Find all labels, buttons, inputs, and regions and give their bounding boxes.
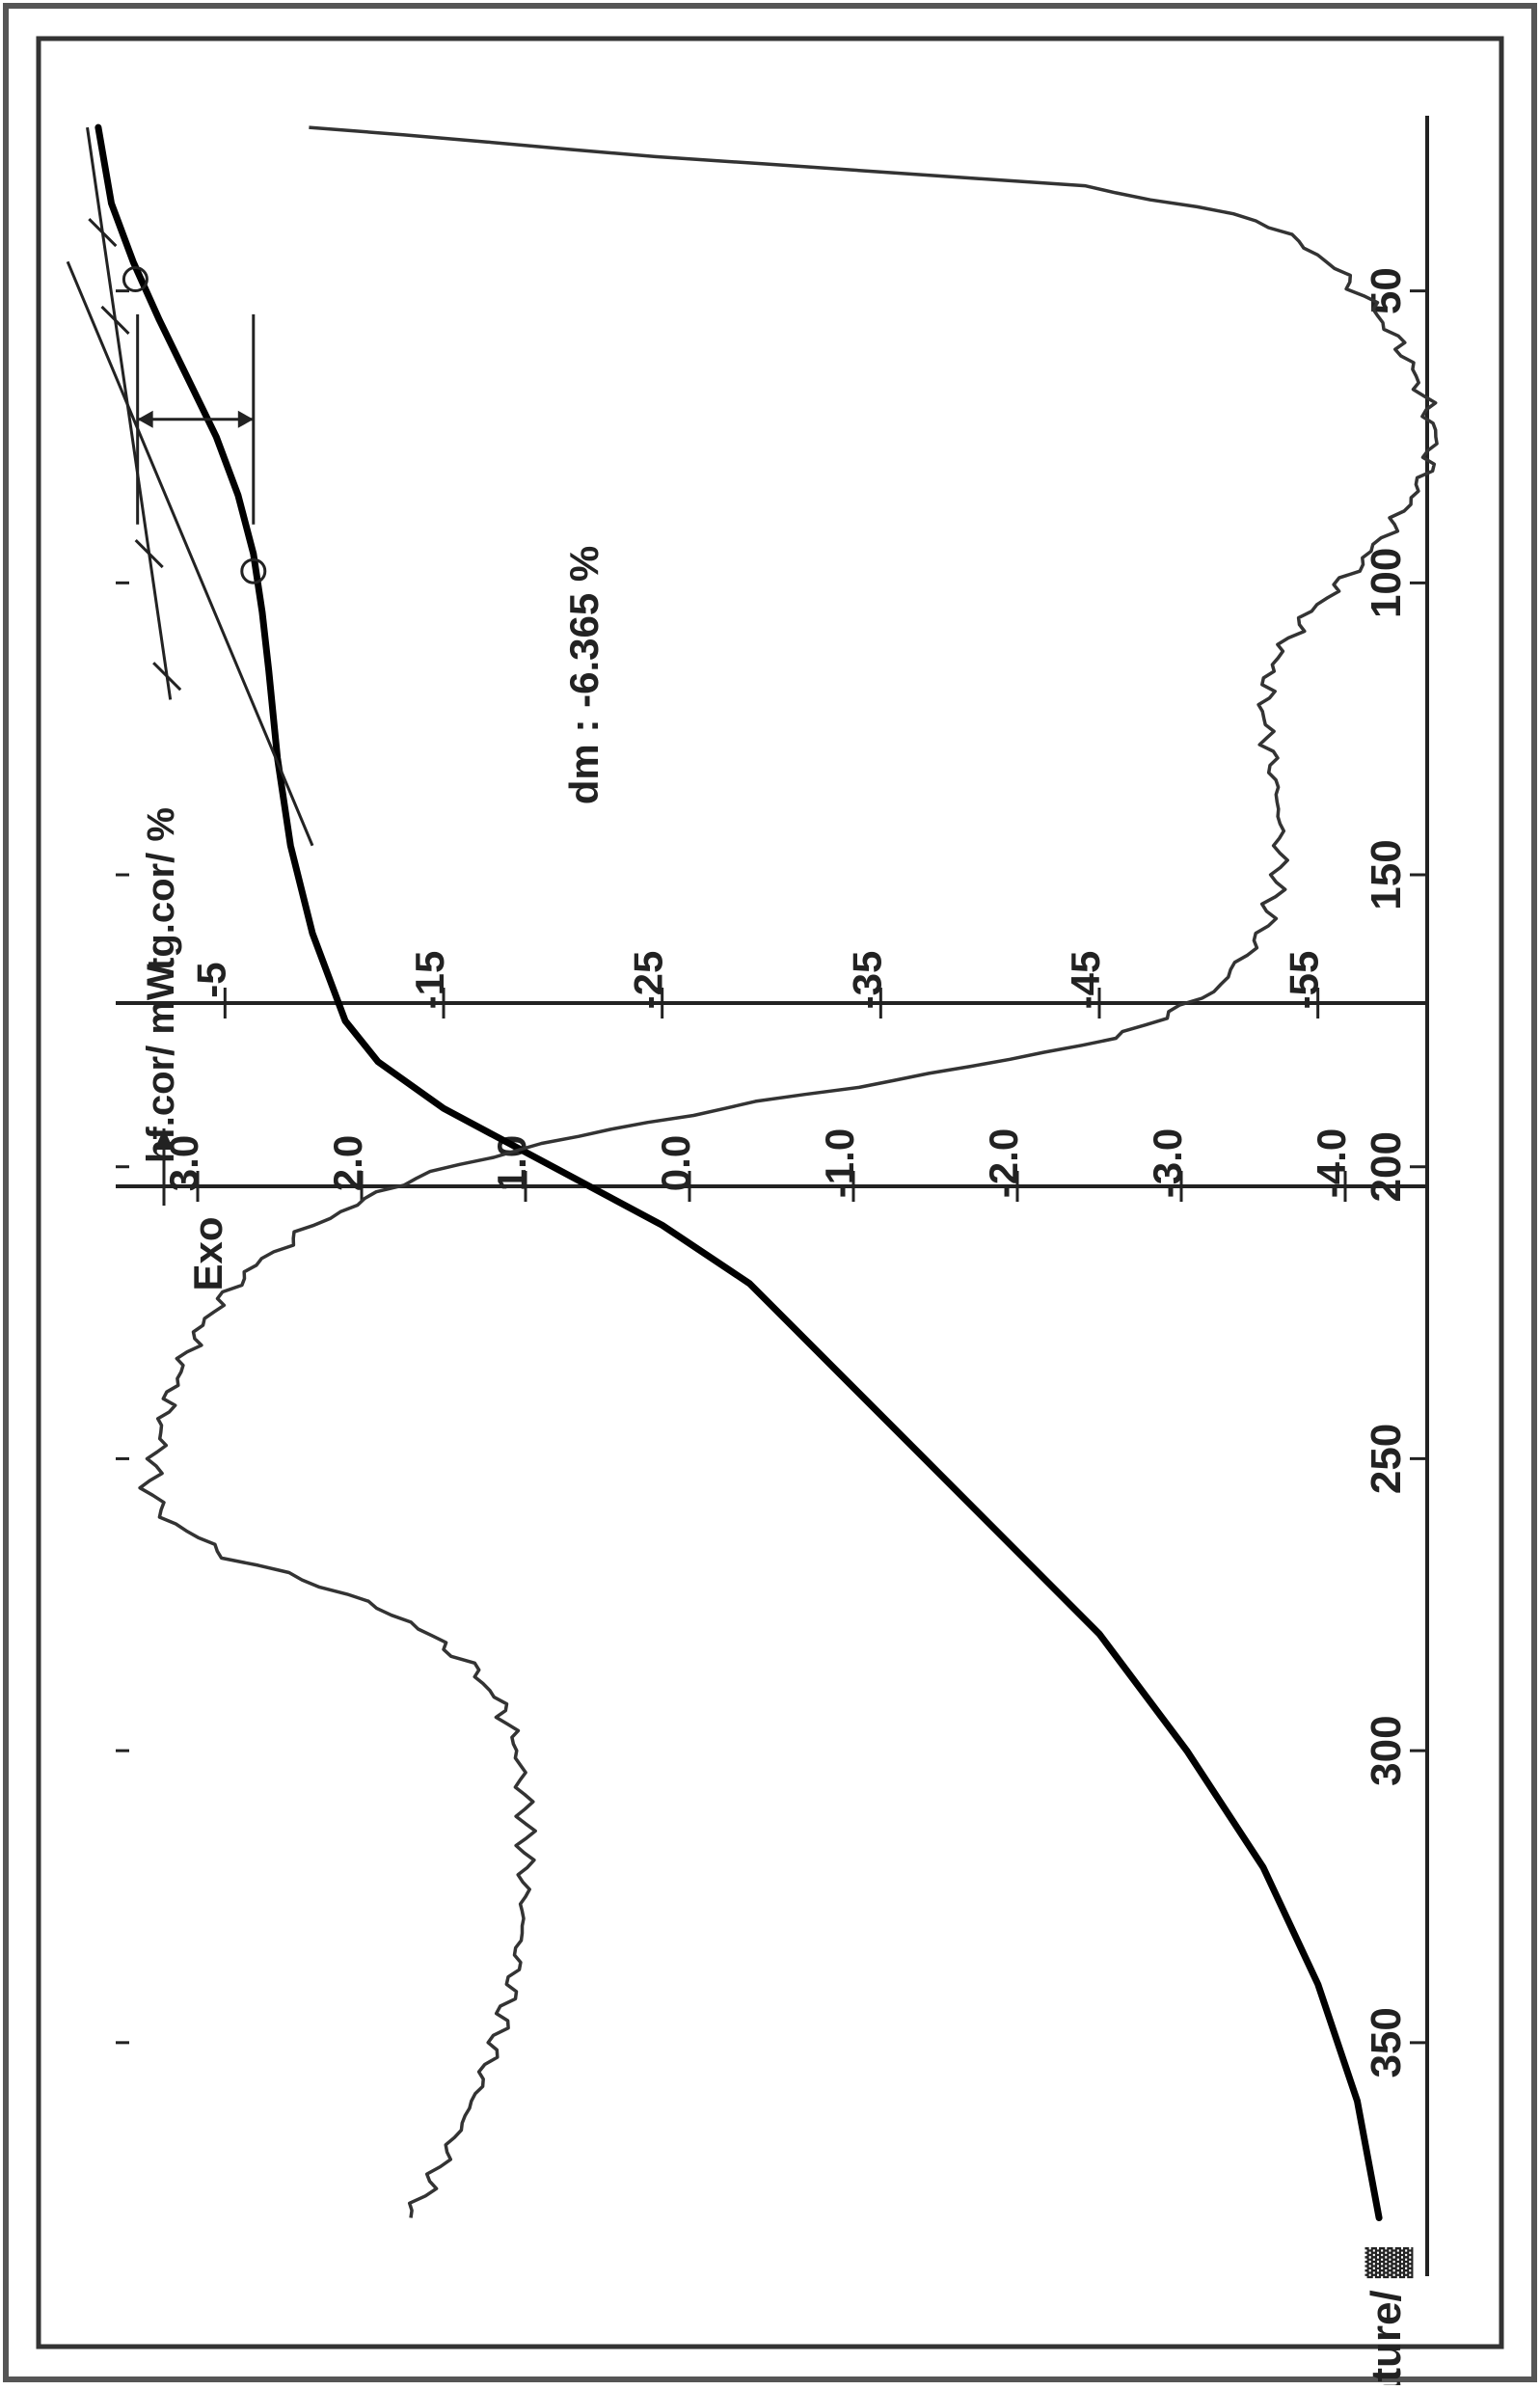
svg-text:Temperature/ ▓: Temperature/ ▓ <box>1363 2246 1414 2385</box>
svg-text:250: 250 <box>1363 1424 1410 1494</box>
svg-text:0.0: 0.0 <box>653 1135 698 1191</box>
svg-text:100: 100 <box>1363 548 1410 618</box>
svg-text:2.0: 2.0 <box>325 1135 370 1191</box>
svg-text:-35: -35 <box>844 951 889 1010</box>
svg-text:dm : -6.365 %: dm : -6.365 % <box>561 546 607 804</box>
svg-text:300: 300 <box>1363 1715 1410 1785</box>
svg-text:-3.0: -3.0 <box>1145 1128 1190 1198</box>
svg-text:-15: -15 <box>407 951 452 1010</box>
svg-text:350: 350 <box>1363 2007 1410 2078</box>
svg-text:-45: -45 <box>1063 951 1108 1010</box>
svg-text:200: 200 <box>1363 1131 1410 1202</box>
svg-text:-1.0: -1.0 <box>817 1128 862 1198</box>
svg-text:-4.0: -4.0 <box>1309 1128 1354 1198</box>
svg-text:150: 150 <box>1363 839 1410 910</box>
svg-text:-25: -25 <box>626 951 671 1010</box>
svg-text:-2.0: -2.0 <box>981 1128 1026 1198</box>
svg-text:-5: -5 <box>188 962 233 997</box>
thermal-analysis-chart: 50 100 150 200 250 300 350 Temperature/ ▓ -5 -15 -… <box>0 0 1540 2385</box>
svg-text:tg.cor/ %: tg.cor/ % <box>140 807 182 970</box>
svg-text:Exo: Exo <box>185 1216 230 1290</box>
svg-text:-55: -55 <box>1282 951 1327 1010</box>
svg-text:50: 50 <box>1363 267 1410 314</box>
svg-text:hf.cor/ mW: hf.cor/ mW <box>140 964 182 1163</box>
